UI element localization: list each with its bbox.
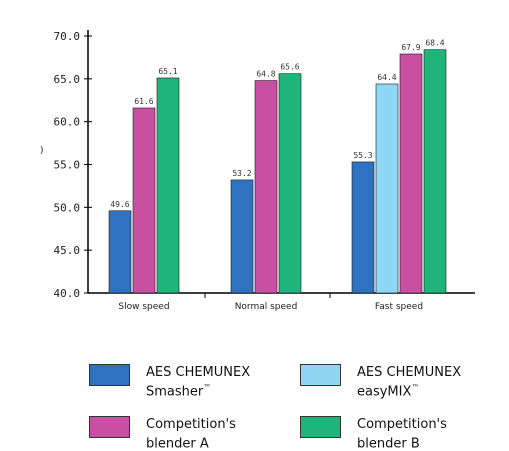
bar-value-label: 68.4 xyxy=(425,39,444,48)
x-tick-label: Fast speed xyxy=(375,302,423,312)
bar xyxy=(375,83,399,294)
bar-value-label: 49.6 xyxy=(110,200,129,209)
bar-value-label: 65.6 xyxy=(280,63,299,72)
bar xyxy=(351,161,375,294)
bar xyxy=(254,80,278,294)
y-tick-label: 60.0 xyxy=(54,116,81,129)
bar-value-label: 53.2 xyxy=(232,169,251,178)
y-tick-label: 40.0 xyxy=(54,287,81,300)
x-tick-label: Normal speed xyxy=(235,302,298,312)
x-tick-label: Slow speed xyxy=(118,302,169,312)
y-tick-label: 70.0 xyxy=(54,30,81,43)
y-tick-label: 65.0 xyxy=(54,73,81,86)
bar xyxy=(230,179,254,294)
bar xyxy=(132,107,156,294)
y-axis-label: ) xyxy=(40,146,44,156)
bar-value-label: 65.1 xyxy=(158,67,177,76)
y-tick-label: 50.0 xyxy=(54,201,81,214)
bar xyxy=(399,53,423,294)
y-tick-label: 45.0 xyxy=(54,244,81,257)
bar xyxy=(108,210,132,294)
bar-value-label: 64.4 xyxy=(377,73,396,82)
bar-value-label: 61.6 xyxy=(134,97,153,106)
bar xyxy=(278,73,302,294)
bar xyxy=(156,77,180,294)
bar-value-label: 64.8 xyxy=(256,70,275,79)
bar xyxy=(423,49,447,294)
bar-value-label: 67.9 xyxy=(401,43,420,52)
y-tick-label: 55.0 xyxy=(54,159,81,172)
bar-value-label: 55.3 xyxy=(353,151,372,160)
